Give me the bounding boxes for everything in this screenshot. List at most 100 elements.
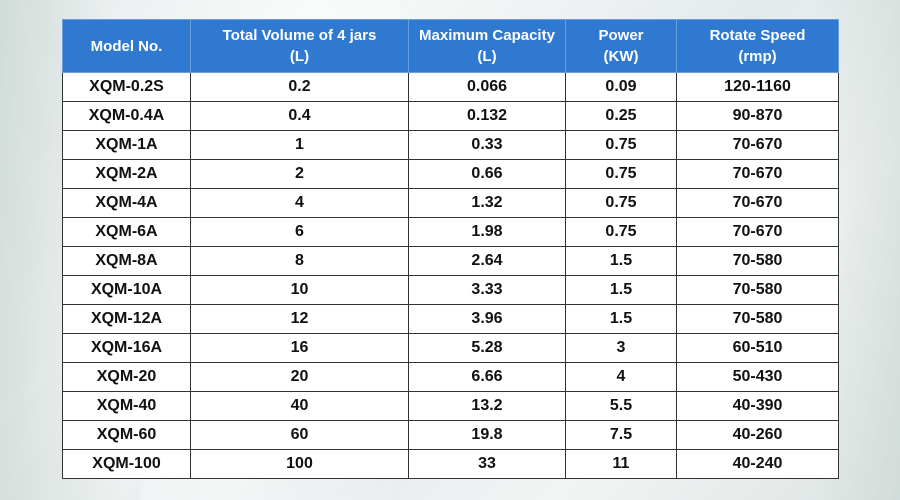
- cell-maximum-capacity: 3.33: [408, 275, 566, 305]
- table-row: XQM-12A 12 3.96 1.5 70-580: [62, 304, 839, 334]
- cell-model-no: XQM-4A: [62, 188, 191, 218]
- cell-power: 3: [565, 333, 677, 363]
- cell-total-volume: 40: [190, 391, 409, 421]
- cell-maximum-capacity: 5.28: [408, 333, 566, 363]
- cell-rotate-speed: 40-390: [676, 391, 839, 421]
- table-row: XQM-100 100 33 11 40-240: [62, 449, 839, 479]
- table-row: XQM-16A 16 5.28 3 60-510: [62, 333, 839, 363]
- header-line: Power: [598, 27, 644, 44]
- header-row: Model No. Total Volume of 4 jars (L) Max…: [62, 19, 839, 73]
- cell-maximum-capacity: 0.33: [408, 130, 566, 160]
- header-line: Rotate Speed: [709, 27, 806, 44]
- cell-maximum-capacity: 0.66: [408, 159, 566, 189]
- cell-power: 0.75: [565, 188, 677, 218]
- cell-model-no: XQM-2A: [62, 159, 191, 189]
- cell-maximum-capacity: 1.98: [408, 217, 566, 247]
- cell-total-volume: 100: [190, 449, 409, 479]
- cell-rotate-speed: 70-580: [676, 304, 839, 334]
- cell-maximum-capacity: 19.8: [408, 420, 566, 450]
- cell-model-no: XQM-10A: [62, 275, 191, 305]
- cell-model-no: XQM-60: [62, 420, 191, 450]
- cell-power: 0.75: [565, 159, 677, 189]
- table-body: XQM-0.2S 0.2 0.066 0.09 120-1160 XQM-0.4A 0.4 0…: [62, 72, 839, 479]
- header-line: Total Volume of 4 jars: [222, 27, 377, 44]
- table-row: XQM-0.4A 0.4 0.132 0.25 90-870: [62, 101, 839, 131]
- cell-total-volume: 0.2: [190, 72, 409, 102]
- cell-total-volume: 2: [190, 159, 409, 189]
- cell-rotate-speed: 70-580: [676, 275, 839, 305]
- cell-power: 0.25: [565, 101, 677, 131]
- cell-model-no: XQM-1A: [62, 130, 191, 160]
- cell-maximum-capacity: 1.32: [408, 188, 566, 218]
- cell-power: 1.5: [565, 304, 677, 334]
- cell-power: 1.5: [565, 275, 677, 305]
- header-rotate-speed: Rotate Speed (rmp): [676, 19, 839, 73]
- cell-rotate-speed: 40-240: [676, 449, 839, 479]
- cell-rotate-speed: 70-580: [676, 246, 839, 276]
- cell-maximum-capacity: 6.66: [408, 362, 566, 392]
- cell-rotate-speed: 60-510: [676, 333, 839, 363]
- cell-rotate-speed: 70-670: [676, 188, 839, 218]
- table-row: XQM-20 20 6.66 4 50-430: [62, 362, 839, 392]
- cell-model-no: XQM-20: [62, 362, 191, 392]
- table-row: XQM-0.2S 0.2 0.066 0.09 120-1160: [62, 72, 839, 102]
- cell-total-volume: 8: [190, 246, 409, 276]
- cell-power: 0.75: [565, 217, 677, 247]
- cell-model-no: XQM-40: [62, 391, 191, 421]
- cell-power: 0.75: [565, 130, 677, 160]
- cell-model-no: XQM-6A: [62, 217, 191, 247]
- cell-total-volume: 16: [190, 333, 409, 363]
- cell-rotate-speed: 40-260: [676, 420, 839, 450]
- cell-total-volume: 4: [190, 188, 409, 218]
- cell-power: 7.5: [565, 420, 677, 450]
- cell-power: 1.5: [565, 246, 677, 276]
- cell-power: 5.5: [565, 391, 677, 421]
- cell-total-volume: 6: [190, 217, 409, 247]
- header-line: Model No.: [90, 37, 163, 55]
- cell-total-volume: 0.4: [190, 101, 409, 131]
- cell-rotate-speed: 70-670: [676, 159, 839, 189]
- header-model-no: Model No.: [62, 19, 191, 73]
- header-power: Power (KW): [565, 19, 677, 73]
- table-row: XQM-2A 2 0.66 0.75 70-670: [62, 159, 839, 189]
- header-unit: (KW): [603, 48, 639, 65]
- cell-rotate-speed: 70-670: [676, 217, 839, 247]
- cell-power: 0.09: [565, 72, 677, 102]
- specification-table: Model No. Total Volume of 4 jars (L) Max…: [62, 19, 839, 479]
- cell-total-volume: 20: [190, 362, 409, 392]
- cell-rotate-speed: 90-870: [676, 101, 839, 131]
- header-line: Maximum Capacity: [419, 27, 555, 44]
- table-row: XQM-1A 1 0.33 0.75 70-670: [62, 130, 839, 160]
- table-row: XQM-8A 8 2.64 1.5 70-580: [62, 246, 839, 276]
- cell-maximum-capacity: 13.2: [408, 391, 566, 421]
- cell-total-volume: 12: [190, 304, 409, 334]
- cell-model-no: XQM-16A: [62, 333, 191, 363]
- table-row: XQM-60 60 19.8 7.5 40-260: [62, 420, 839, 450]
- header-unit: (L): [477, 48, 497, 65]
- table-header: Model No. Total Volume of 4 jars (L) Max…: [62, 19, 839, 73]
- cell-model-no: XQM-100: [62, 449, 191, 479]
- cell-total-volume: 60: [190, 420, 409, 450]
- cell-rotate-speed: 120-1160: [676, 72, 839, 102]
- cell-model-no: XQM-0.4A: [62, 101, 191, 131]
- cell-maximum-capacity: 3.96: [408, 304, 566, 334]
- cell-rotate-speed: 50-430: [676, 362, 839, 392]
- cell-model-no: XQM-0.2S: [62, 72, 191, 102]
- cell-maximum-capacity: 33: [408, 449, 566, 479]
- cell-model-no: XQM-8A: [62, 246, 191, 276]
- table-row: XQM-4A 4 1.32 0.75 70-670: [62, 188, 839, 218]
- header-maximum-capacity: Maximum Capacity (L): [408, 19, 566, 73]
- cell-maximum-capacity: 0.132: [408, 101, 566, 131]
- table-row: XQM-10A 10 3.33 1.5 70-580: [62, 275, 839, 305]
- cell-model-no: XQM-12A: [62, 304, 191, 334]
- table-row: XQM-40 40 13.2 5.5 40-390: [62, 391, 839, 421]
- header-unit: (rmp): [738, 48, 777, 65]
- table-row: XQM-6A 6 1.98 0.75 70-670: [62, 217, 839, 247]
- cell-maximum-capacity: 0.066: [408, 72, 566, 102]
- cell-total-volume: 10: [190, 275, 409, 305]
- cell-power: 4: [565, 362, 677, 392]
- header-unit: (L): [289, 48, 310, 65]
- cell-power: 11: [565, 449, 677, 479]
- cell-rotate-speed: 70-670: [676, 130, 839, 160]
- cell-maximum-capacity: 2.64: [408, 246, 566, 276]
